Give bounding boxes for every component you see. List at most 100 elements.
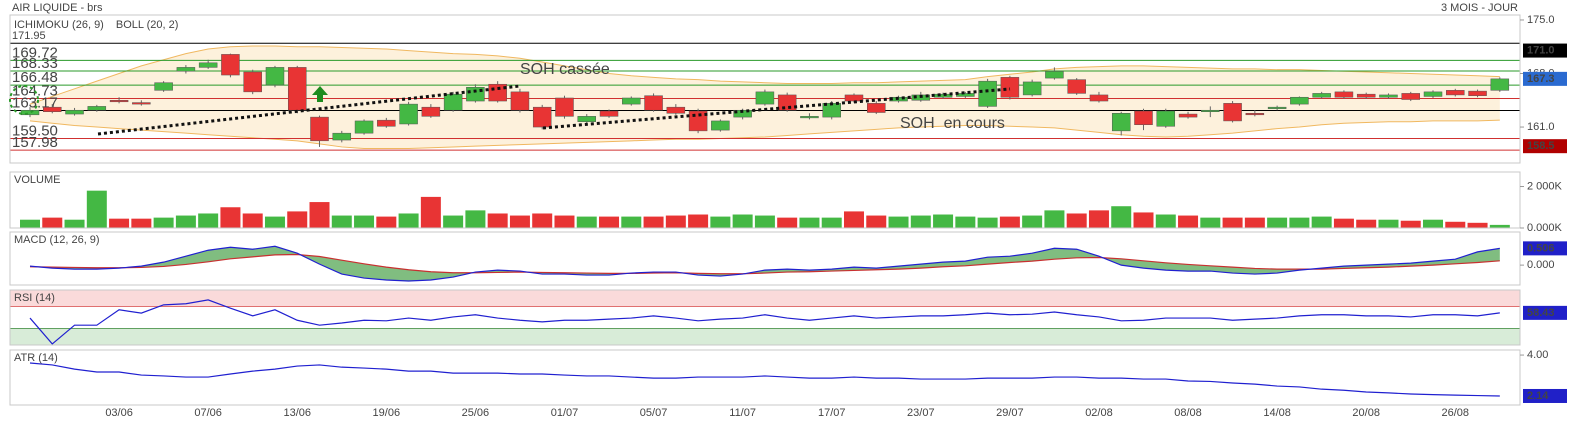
volume-bar — [1178, 215, 1199, 228]
candle-body — [867, 103, 886, 113]
annotation: SOH en cours — [900, 115, 1005, 132]
price-box — [1523, 305, 1567, 320]
volume-bar — [398, 213, 419, 228]
candle-body — [1290, 96, 1309, 105]
volume-bar — [576, 216, 597, 228]
candle-body — [1223, 103, 1242, 122]
level-label: 169.72 — [12, 44, 58, 61]
candle-body — [978, 80, 997, 107]
volume-bar — [532, 213, 553, 228]
volume-bar — [1133, 212, 1154, 228]
volume-bar — [198, 213, 219, 228]
panel-title: VOLUME — [14, 174, 60, 186]
y-tick-label: 161.0 — [1527, 121, 1555, 133]
candle-body — [555, 97, 574, 117]
price-box — [1523, 43, 1567, 58]
candle-body — [1490, 78, 1510, 91]
volume-bar — [688, 214, 709, 228]
volume-bar — [376, 216, 397, 228]
candle-body — [933, 93, 953, 98]
panel-frame — [9, 349, 1521, 406]
level-label: 168.33 — [12, 55, 58, 72]
panel-title: RSI (14) — [14, 292, 55, 304]
price-box-label: 171.0 — [1527, 44, 1555, 56]
panel-title: ATR (14) — [14, 352, 58, 364]
volume-bar — [754, 215, 775, 228]
volume-bar — [220, 207, 241, 228]
candle-body — [1111, 113, 1131, 132]
candle-body — [956, 93, 975, 97]
candle-body — [577, 116, 596, 122]
level-label: 166.48 — [12, 69, 58, 86]
volume-bar — [799, 217, 820, 228]
candle-body — [287, 67, 307, 111]
indicator-line — [29, 362, 1500, 397]
indicator-line — [29, 299, 1500, 345]
indicator-line — [29, 245, 1500, 282]
volume-bar — [1489, 224, 1510, 228]
volume-bar — [777, 217, 798, 228]
volume-bar — [1423, 219, 1444, 228]
volume-bar — [1244, 217, 1265, 228]
volume-bar — [732, 214, 753, 228]
volume-bar — [1400, 220, 1421, 228]
volume-bar — [888, 216, 909, 228]
x-tick-label: 08/08 — [1174, 407, 1202, 419]
candle-body — [132, 102, 151, 105]
candle-body — [109, 100, 129, 103]
volume-bar — [1066, 213, 1087, 228]
candle-body — [1267, 106, 1287, 109]
candle-body — [1000, 77, 1020, 98]
candle-body — [510, 91, 530, 111]
volume-bar — [621, 216, 642, 228]
volume-bar — [1222, 217, 1243, 228]
volume-bar — [331, 215, 352, 228]
volume-bar — [1289, 217, 1310, 228]
candle-body — [65, 109, 84, 115]
volume-bar — [131, 218, 152, 228]
header-title: AIR LIQUIDE - brs — [12, 2, 103, 14]
candle-body — [777, 94, 797, 111]
x-tick-label: 02/08 — [1085, 407, 1113, 419]
candle-body — [243, 71, 262, 93]
x-tick-label: 20/08 — [1352, 407, 1380, 419]
level-label: 159.50 — [12, 122, 58, 139]
candle-body — [399, 103, 418, 125]
x-tick-label: 07/06 — [194, 407, 222, 419]
price-box — [1523, 241, 1567, 256]
candle-body — [1156, 110, 1176, 127]
x-tick-label: 17/07 — [818, 407, 846, 419]
x-tick-label: 29/07 — [996, 407, 1024, 419]
volume-bar — [153, 217, 174, 228]
price-box — [1523, 139, 1567, 154]
volume-bar — [1022, 215, 1043, 228]
volume-bar — [1088, 210, 1109, 228]
volume-bar — [665, 215, 686, 228]
candle-body — [265, 67, 285, 86]
price-box-label: 167.3 — [1527, 73, 1555, 85]
x-tick-label: 05/07 — [640, 407, 668, 419]
header-period: 3 MOIS - JOUR — [1441, 2, 1518, 14]
volume-bar — [1267, 217, 1288, 228]
price-box — [1523, 71, 1567, 86]
candle-body — [221, 54, 240, 76]
volume-bar — [42, 217, 63, 228]
candle-body — [154, 82, 173, 91]
y-tick-label: 2 000K — [1527, 180, 1563, 192]
volume-bar — [1155, 214, 1176, 228]
volume-bar — [309, 202, 330, 228]
volume-bar — [242, 213, 263, 228]
volume-bar — [710, 216, 731, 228]
candle-body — [532, 106, 552, 128]
volume-bar — [1467, 222, 1488, 228]
candle-body — [1067, 79, 1086, 94]
candle-body — [20, 109, 40, 116]
volume-bar — [20, 219, 40, 228]
price-box-label: 0.506 — [1527, 242, 1555, 254]
candle-body — [1245, 113, 1265, 116]
volume-bar — [955, 216, 976, 228]
plot: 171.95169.72168.33166.48164.73163.17159.… — [9, 14, 1567, 419]
candle-body — [1089, 94, 1109, 102]
level-label: 157.98 — [12, 134, 58, 151]
x-tick-label: 14/08 — [1263, 407, 1291, 419]
